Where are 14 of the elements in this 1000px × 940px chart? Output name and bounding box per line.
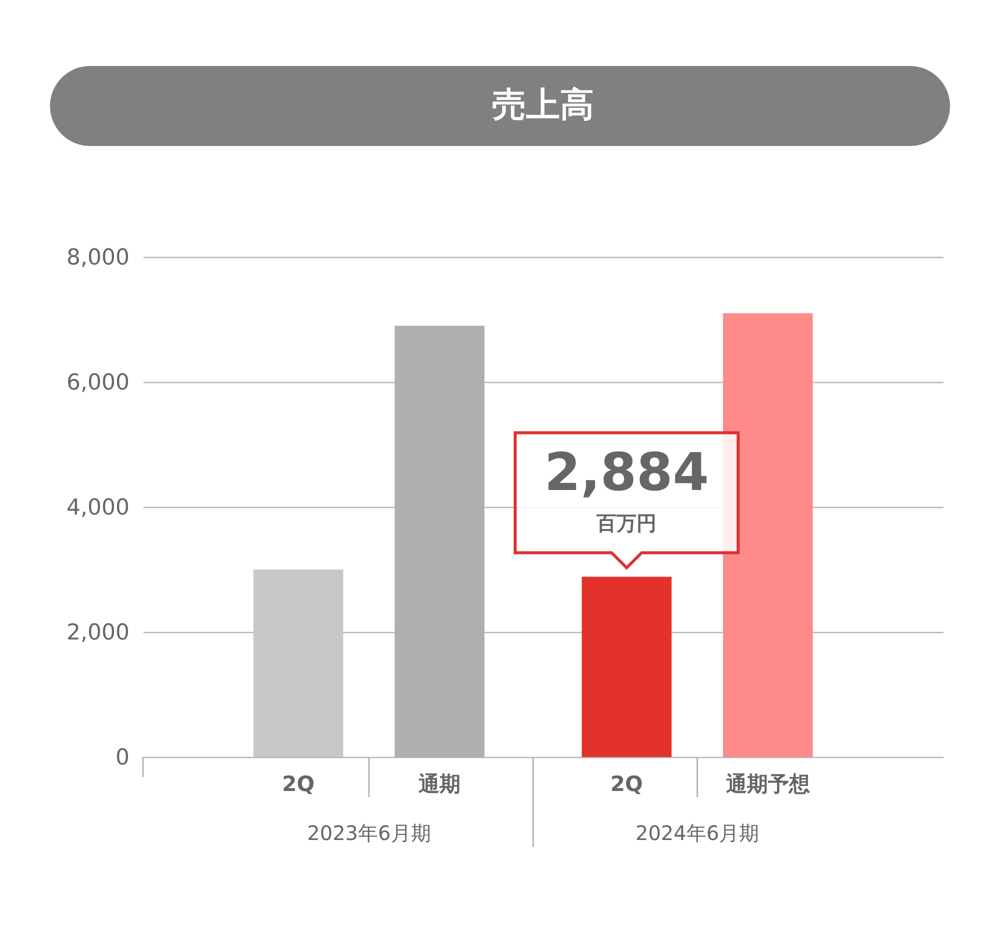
y-tick-label: 8,000: [66, 246, 130, 270]
text: 2024年6月期: [635, 821, 760, 845]
data-label: 2,884: [544, 442, 709, 503]
annotation: 百万円: [596, 510, 657, 535]
y-tick-label: 6,000: [66, 370, 130, 396]
x-tick-label: 通期: [418, 772, 461, 796]
y-tick-label: 0: [116, 746, 130, 770]
x-tick-label: 2Q: [610, 772, 643, 796]
chart-title: 売上高: [492, 85, 594, 125]
text: 2023年6月期: [307, 821, 431, 845]
y-tick-label: 2,000: [66, 620, 130, 646]
x-tick-label: 2Q: [282, 772, 315, 796]
y-tick-label: 4,000: [66, 496, 130, 520]
x-tick-label: 通期予想: [724, 772, 810, 796]
